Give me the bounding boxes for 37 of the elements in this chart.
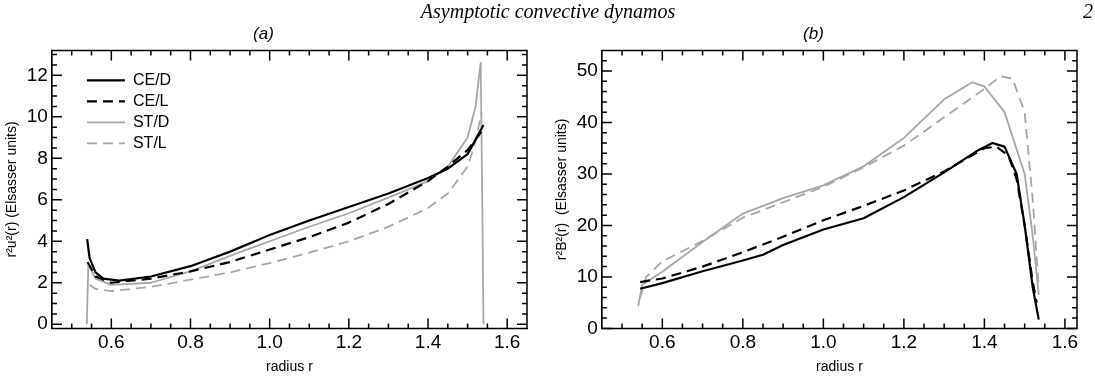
x-tick-label: 1.2 bbox=[890, 331, 918, 353]
x-tick-label: 1.0 bbox=[256, 331, 283, 353]
y-tick-label: 0 bbox=[37, 312, 48, 334]
x-tick-label: 0.6 bbox=[649, 331, 676, 353]
y-axis-title: r²u²(r) (Elsasser units) bbox=[3, 121, 20, 258]
chart-title: (a) bbox=[253, 23, 274, 43]
x-tick-label: 1.4 bbox=[971, 331, 999, 353]
x-tick-label: 1.4 bbox=[414, 331, 442, 353]
x-tick-label: 1.2 bbox=[335, 331, 363, 353]
chart-title: (b) bbox=[803, 23, 824, 43]
legend-label: ST/L bbox=[132, 133, 167, 151]
legend-label: CE/L bbox=[132, 91, 169, 109]
y-tick-label: 20 bbox=[576, 213, 598, 235]
y-tick-label: 10 bbox=[576, 265, 598, 287]
text: 2 bbox=[1083, 0, 1093, 22]
y-tick-label: 0 bbox=[587, 316, 598, 338]
y-tick-label: 10 bbox=[26, 105, 48, 127]
x-axis-title: radius r bbox=[266, 358, 314, 375]
y-tick-label: 4 bbox=[37, 229, 49, 251]
y-tick-label: 6 bbox=[37, 188, 48, 210]
x-tick-label: 0.6 bbox=[98, 331, 125, 353]
text: Asymptotic convective dynamos bbox=[420, 0, 676, 22]
x-tick-label: 0.8 bbox=[729, 331, 757, 353]
y-tick-label: 30 bbox=[576, 162, 598, 184]
y-axis-title: r²B²(r) (Elsasser units) bbox=[553, 118, 570, 261]
y-tick-label: 8 bbox=[37, 146, 48, 168]
legend-label: CE/D bbox=[132, 70, 172, 88]
y-tick-label: 40 bbox=[576, 110, 598, 132]
y-tick-label: 2 bbox=[37, 270, 48, 292]
legend-label: ST/D bbox=[132, 112, 170, 130]
x-tick-label: 1.6 bbox=[493, 331, 521, 353]
y-tick-label: 50 bbox=[576, 59, 598, 81]
x-tick-label: 1.6 bbox=[1051, 331, 1079, 353]
x-tick-label: 0.8 bbox=[177, 331, 204, 353]
y-tick-label: 12 bbox=[26, 63, 48, 85]
x-tick-label: 1.0 bbox=[810, 331, 837, 353]
x-axis-title: radius r bbox=[816, 358, 864, 375]
